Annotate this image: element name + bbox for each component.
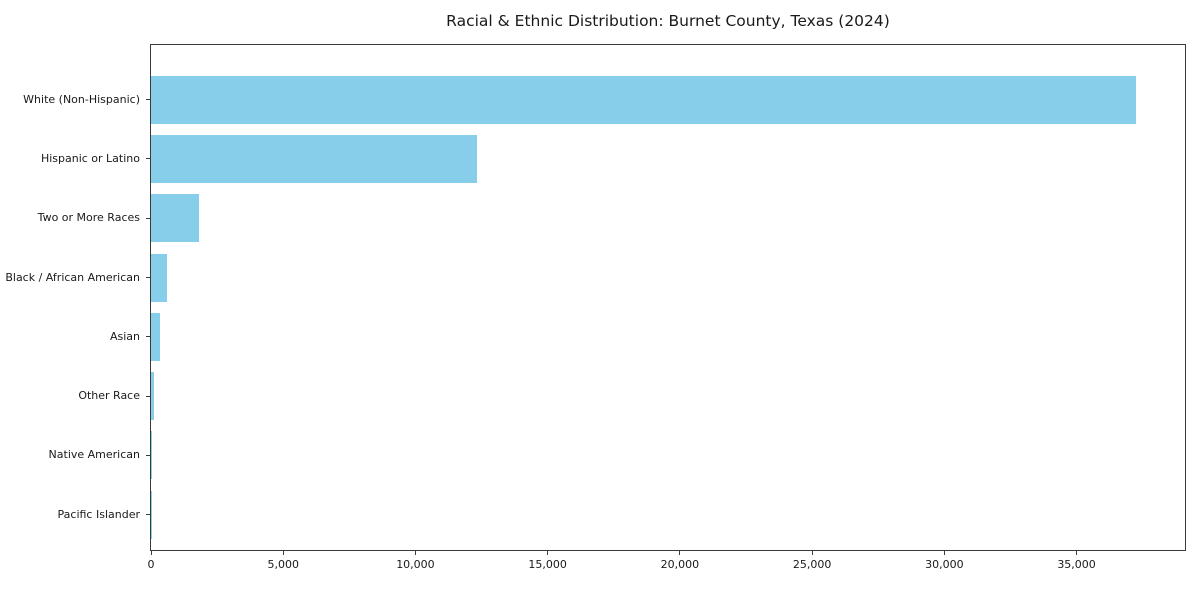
x-tick-label: 0 bbox=[147, 558, 155, 571]
x-tick-label: 5,000 bbox=[267, 558, 299, 571]
y-axis-label: White (Non-Hispanic) bbox=[23, 92, 140, 106]
chart-title: Racial & Ethnic Distribution: Burnet Cou… bbox=[446, 12, 890, 30]
y-axis-label: Two or More Races bbox=[37, 211, 140, 225]
x-tick bbox=[811, 551, 813, 555]
x-tick-label: 35,000 bbox=[1057, 558, 1096, 571]
x-tick-label: 10,000 bbox=[396, 558, 435, 571]
x-tick-label: 30,000 bbox=[925, 558, 964, 571]
y-axis-label: Native American bbox=[48, 448, 140, 462]
x-tick bbox=[943, 551, 945, 555]
y-axis-label: Asian bbox=[109, 329, 140, 343]
plot-area bbox=[150, 44, 1186, 551]
x-tick bbox=[679, 551, 681, 555]
x-tick-label: 25,000 bbox=[792, 558, 832, 571]
y-axis-label: Other Race bbox=[78, 389, 140, 403]
x-tick bbox=[282, 551, 284, 555]
x-tick bbox=[547, 551, 549, 555]
x-tick bbox=[1076, 551, 1078, 555]
x-tick-label: 20,000 bbox=[660, 558, 700, 571]
y-axis-label: Pacific Islander bbox=[57, 507, 140, 521]
x-tick-label: 15,000 bbox=[528, 558, 567, 571]
y-axis-label: Black / African American bbox=[5, 270, 140, 284]
y-axis-label: Hispanic or Latino bbox=[40, 151, 140, 165]
x-tick bbox=[150, 551, 152, 555]
x-tick bbox=[414, 551, 416, 555]
